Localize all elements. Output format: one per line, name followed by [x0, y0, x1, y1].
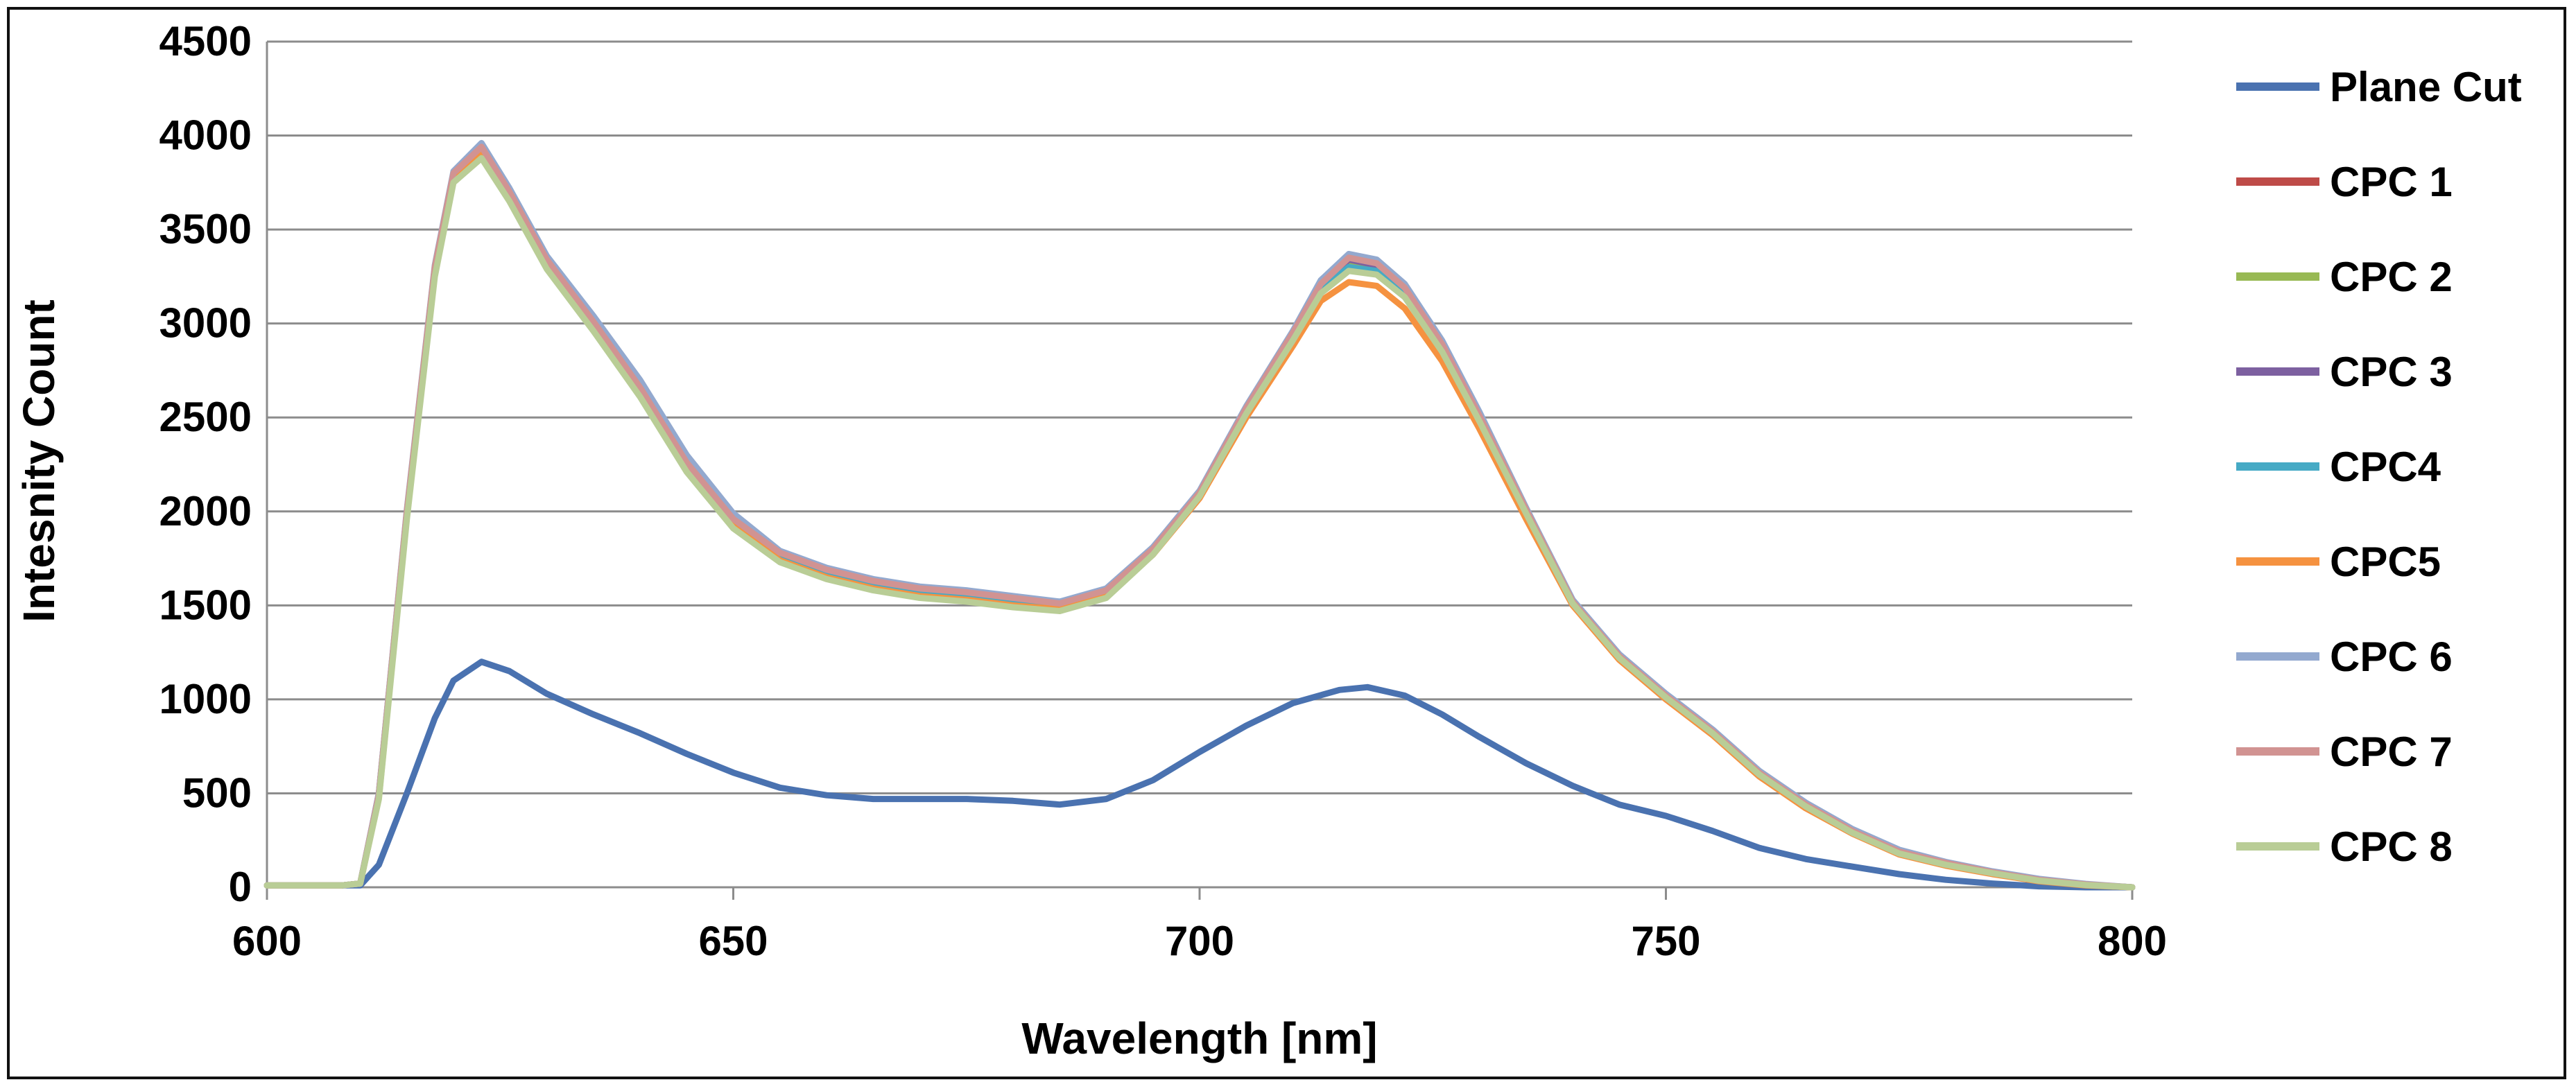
x-axis-title: Wavelength [nm] — [1021, 1013, 1377, 1063]
series-line-cpc-7 — [263, 143, 2136, 891]
y-tick-label: 1000 — [159, 676, 252, 722]
legend-label: Plane Cut — [2330, 64, 2522, 110]
legend-label: CPC 8 — [2330, 824, 2453, 870]
x-tick-label: 650 — [698, 918, 768, 964]
grid — [267, 40, 2132, 794]
y-tick-label: 3500 — [159, 206, 252, 252]
series-line-cpc-8 — [263, 155, 2136, 891]
x-tick-label: 600 — [232, 918, 302, 964]
y-tick-label: 0 — [229, 864, 252, 910]
y-tick-label: 3000 — [159, 300, 252, 347]
axes — [266, 42, 2132, 889]
x-tick-label: 800 — [2098, 918, 2167, 964]
series-line-plane-cut — [263, 659, 2136, 891]
chart-frame — [7, 7, 2566, 1079]
y-axis-title: Intesnity Count — [14, 299, 64, 622]
legend-label: CPC 2 — [2330, 254, 2453, 300]
legend-label: CPC 3 — [2330, 349, 2453, 395]
y-tick-label: 4500 — [159, 18, 252, 64]
y-tick-label: 4000 — [159, 112, 252, 159]
legend-label: CPC5 — [2330, 539, 2441, 585]
legend-label: CPC 1 — [2330, 159, 2453, 205]
legend: Plane Cut CPC 1 CPC 2 CPC 3 CPC4 CPC5 CPC 6 CPC… — [2236, 64, 2522, 870]
legend-label: CPC 6 — [2330, 634, 2453, 680]
series-lines — [263, 139, 2136, 891]
x-tick-label: 700 — [1165, 918, 1234, 964]
y-tick-label: 2000 — [159, 488, 252, 534]
legend-label: CPC 7 — [2330, 729, 2453, 775]
y-tick-label: 500 — [182, 769, 252, 816]
x-axis-ticks: 600 650 700 750 800 — [232, 887, 2167, 964]
x-tick-label: 750 — [1631, 918, 1700, 964]
y-axis-ticks: 0 500 1000 1500 2000 2500 3000 3500 4000 4500 — [159, 18, 252, 910]
y-tick-label: 2500 — [159, 394, 252, 440]
y-tick-label: 1500 — [159, 582, 252, 628]
legend-label: CPC4 — [2330, 444, 2441, 490]
